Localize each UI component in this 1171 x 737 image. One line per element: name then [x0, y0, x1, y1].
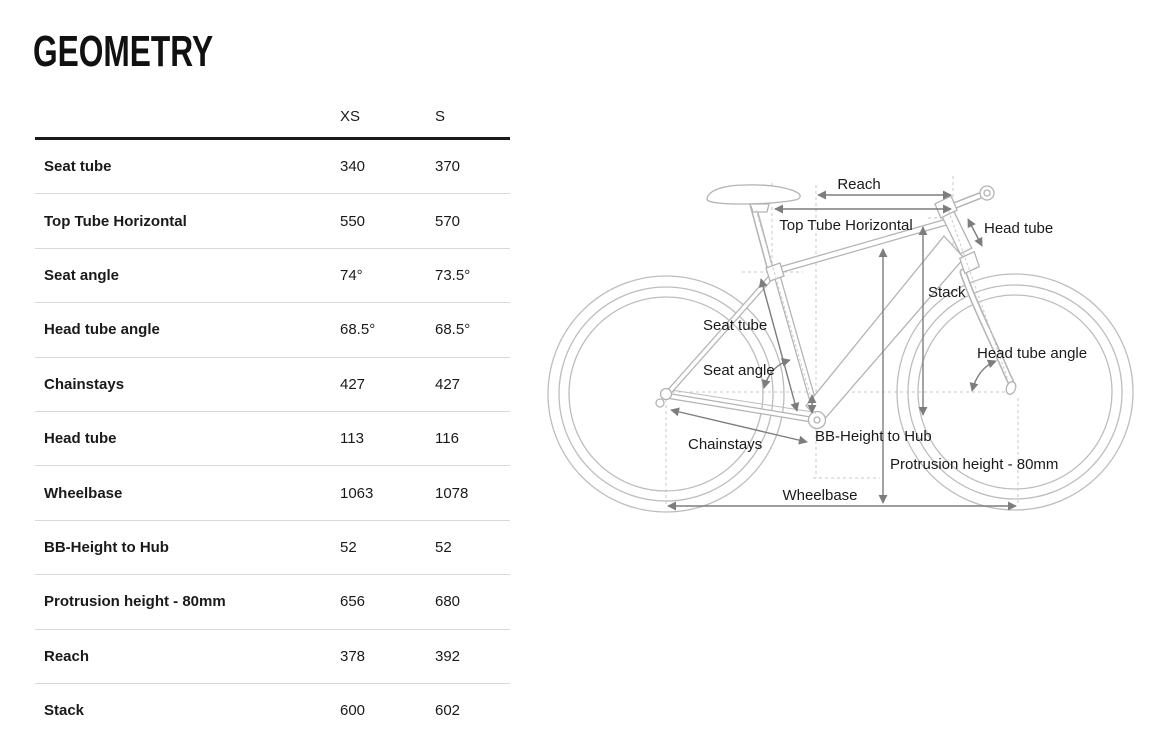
- diagram-label-head-tube: Head tube: [984, 220, 1053, 237]
- row-label: Head tube angle: [44, 321, 160, 339]
- bike-diagram-svg: Reach Top Tube Horizontal Head tube Stac…: [547, 176, 1134, 513]
- chainstays-arrow: [670, 407, 808, 445]
- row-value-xs: 52: [340, 538, 357, 556]
- row-value-xs: 550: [340, 212, 366, 230]
- fork-dropout: [1005, 381, 1017, 395]
- table-header-xs: XS: [340, 108, 361, 125]
- table-row: Wheelbase 1063 1078: [35, 466, 510, 521]
- seat-tube-arrow: [758, 278, 800, 412]
- derailleur-pulley: [655, 398, 665, 408]
- row-label: Reach: [44, 647, 90, 665]
- row-value-s: 427: [435, 375, 461, 393]
- row-value-s: 392: [435, 647, 461, 665]
- table-row: Seat angle 74° 73.5°: [35, 249, 510, 304]
- diagram-label-chainstays: Chainstays: [688, 436, 762, 453]
- row-value-s: 73.5°: [435, 266, 471, 284]
- row-label: Seat tube: [44, 158, 112, 176]
- row-label: Top Tube Horizontal: [44, 212, 187, 230]
- row-label: Chainstays: [44, 375, 125, 393]
- row-value-s: 1078: [435, 484, 469, 502]
- diagram-label-head-tube-angle: Head tube angle: [977, 345, 1087, 362]
- row-label: BB-Height to Hub: [44, 538, 169, 556]
- table-header-row: XS S: [35, 85, 510, 140]
- saddle: [706, 184, 801, 205]
- table-row: BB-Height to Hub 52 52: [35, 521, 510, 576]
- page-title: GEOMETRY: [33, 27, 214, 76]
- cockpit-and-saddle: [655, 184, 995, 430]
- diagram-label-stack: Stack: [928, 284, 966, 301]
- row-value-xs: 427: [340, 375, 366, 393]
- saddle-clamp: [749, 203, 770, 213]
- diagram-label-wheelbase: Wheelbase: [782, 487, 857, 504]
- row-value-xs: 378: [340, 647, 366, 665]
- row-label: Seat angle: [44, 266, 120, 284]
- bottom-bracket: [807, 410, 827, 430]
- row-label: Head tube: [44, 430, 117, 448]
- row-value-xs: 68.5°: [340, 321, 376, 339]
- seat-collar: [765, 262, 785, 282]
- head-tube-arrow: [967, 218, 983, 247]
- table-header-s: S: [435, 108, 446, 125]
- table-row: Protrusion height - 80mm 656 680: [35, 575, 510, 630]
- handlebar-grip-inner: [983, 189, 991, 197]
- diagram-label-seat-tube: Seat tube: [703, 317, 767, 334]
- head-tube-angle-arc: [969, 359, 997, 392]
- down-tube: [805, 235, 965, 423]
- geometry-table: XS S Seat tube 340 370 Top Tube Horizont…: [35, 85, 510, 737]
- headset-spacer: [959, 250, 980, 275]
- table-row: Head tube 113 116: [35, 412, 510, 467]
- table-row: Reach 378 392: [35, 630, 510, 684]
- row-value-s: 52: [435, 538, 452, 556]
- bike-geometry-diagram: Reach Top Tube Horizontal Head tube Stac…: [545, 140, 1171, 540]
- row-value-xs: 600: [340, 702, 366, 720]
- seat-angle-arc: [761, 358, 791, 389]
- row-value-xs: 340: [340, 158, 366, 176]
- dimension-arrows: [667, 190, 1017, 511]
- row-label: Protrusion height - 80mm: [44, 593, 226, 611]
- diagram-label-reach: Reach: [837, 176, 880, 193]
- row-value-xs: 656: [340, 593, 366, 611]
- row-value-s: 370: [435, 158, 461, 176]
- diagram-labels: Reach Top Tube Horizontal Head tube Stac…: [688, 176, 1087, 504]
- row-value-s: 602: [435, 702, 461, 720]
- row-value-s: 68.5°: [435, 321, 471, 339]
- diagram-label-seat-angle: Seat angle: [703, 362, 775, 379]
- table-row: Seat tube 340 370: [35, 140, 510, 195]
- table-row: Stack 600 602: [35, 684, 510, 737]
- row-label: Wheelbase: [44, 484, 123, 502]
- row-label: Stack: [44, 702, 85, 720]
- row-value-s: 680: [435, 593, 461, 611]
- table-row: Top Tube Horizontal 550 570: [35, 194, 510, 249]
- rear-hub: [659, 387, 673, 401]
- row-value-xs: 74°: [340, 266, 363, 284]
- table-row: Head tube angle 68.5° 68.5°: [35, 303, 510, 358]
- diagram-label-bb-height: BB-Height to Hub: [815, 428, 932, 445]
- row-value-s: 570: [435, 212, 461, 230]
- row-value-xs: 1063: [340, 484, 374, 502]
- diagram-label-protrusion: Protrusion height - 80mm: [890, 456, 1058, 473]
- diagram-label-top-tube-horizontal: Top Tube Horizontal: [779, 217, 912, 234]
- handlebar-grip: [979, 185, 995, 201]
- row-value-s: 116: [435, 430, 459, 448]
- row-value-xs: 113: [340, 430, 364, 448]
- tube-centerlines: [755, 205, 1009, 419]
- table-row: Chainstays 427 427: [35, 358, 510, 412]
